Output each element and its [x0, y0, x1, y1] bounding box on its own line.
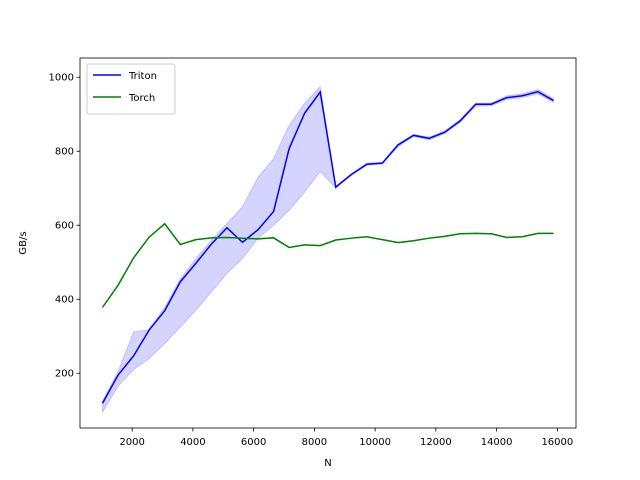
series-line	[101, 222, 554, 308]
x-tick-label: 6000	[241, 437, 266, 448]
x-tick-label: 14000	[481, 437, 513, 448]
y-tick-label: 600	[55, 221, 74, 232]
plot-frame	[79, 57, 577, 429]
y-tick-label: 400	[55, 295, 74, 306]
x-tick-label: 4000	[180, 437, 205, 448]
y-tick-label: 800	[55, 147, 74, 158]
legend-frame	[86, 63, 176, 115]
series-line	[101, 90, 554, 404]
x-tick-label: 8000	[302, 437, 327, 448]
x-tick-label: 10000	[359, 437, 391, 448]
x-tick-label: 16000	[541, 437, 573, 448]
error-band	[102, 85, 554, 414]
y-axis-label: GB/s	[18, 231, 29, 254]
legend-label: Torch	[128, 93, 155, 104]
y-tick-label: 1000	[49, 73, 74, 84]
y-tick-label: 200	[55, 369, 74, 380]
legend: Triton Torch	[86, 63, 176, 115]
x-axis-label: N	[324, 458, 331, 469]
legend-label: Triton	[128, 71, 157, 82]
x-tick-label: 2000	[119, 437, 144, 448]
x-tick-label: 12000	[420, 437, 452, 448]
